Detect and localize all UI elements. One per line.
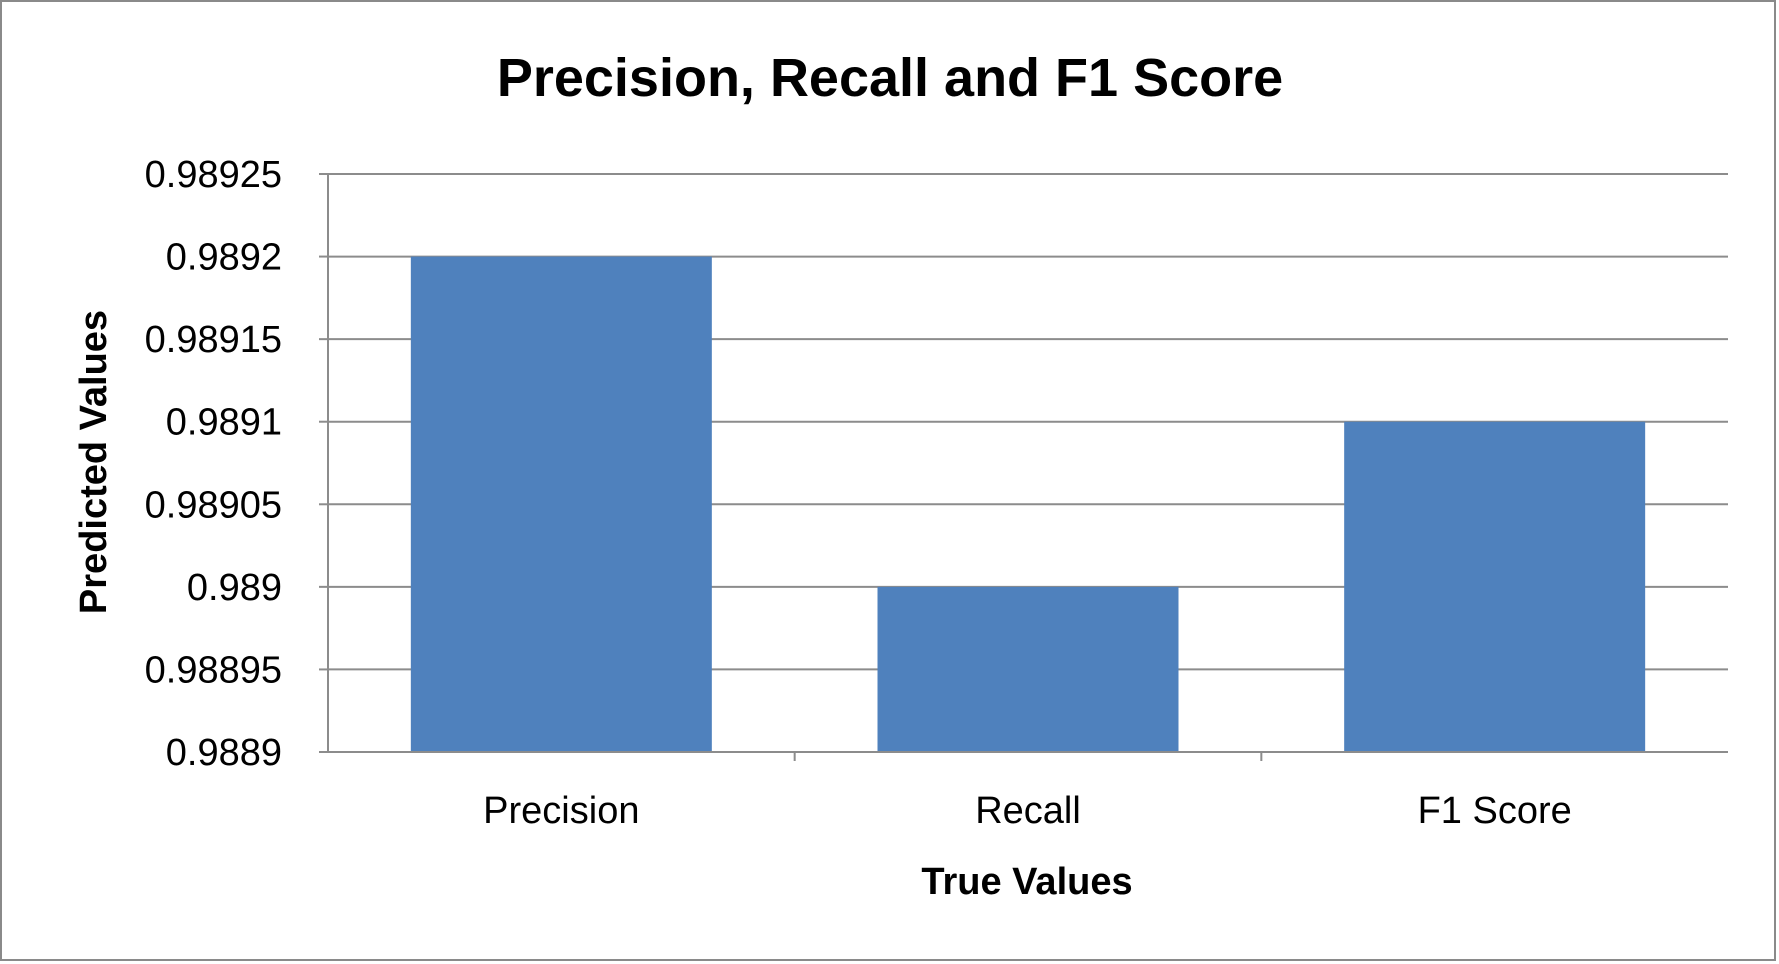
x-tick-label: Precision — [483, 790, 639, 832]
y-tick-label: 0.9891 — [166, 402, 282, 444]
y-axis-title: Predicted Values — [73, 310, 115, 614]
x-axis-ticks: Precision Recall F1 Score — [483, 752, 1572, 832]
x-tick-label: Recall — [975, 790, 1081, 832]
chart-title: Precision, Recall and F1 Score — [497, 48, 1283, 108]
x-tick-label: F1 Score — [1418, 790, 1572, 832]
y-tick-label: 0.9889 — [166, 732, 282, 774]
y-tick-label: 0.989 — [187, 567, 282, 609]
bar-recall — [877, 586, 1179, 752]
y-tick-label: 0.98925 — [145, 154, 282, 196]
y-tick-label: 0.98905 — [145, 484, 282, 526]
x-axis-title: True Values — [921, 861, 1132, 903]
bar-f1-score — [1344, 421, 1646, 752]
y-tick-label: 0.9892 — [166, 237, 282, 279]
bar-precision — [410, 256, 712, 752]
y-axis-ticks: 0.9889 0.98895 0.989 0.98905 0.9891 0.98915 0.… — [145, 154, 328, 774]
y-tick-label: 0.98915 — [145, 319, 282, 361]
bars — [410, 256, 1646, 752]
y-tick-label: 0.98895 — [145, 649, 282, 691]
